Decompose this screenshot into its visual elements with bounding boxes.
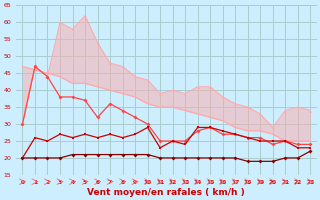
X-axis label: Vent moyen/en rafales ( km/h ): Vent moyen/en rafales ( km/h ) xyxy=(87,188,245,197)
